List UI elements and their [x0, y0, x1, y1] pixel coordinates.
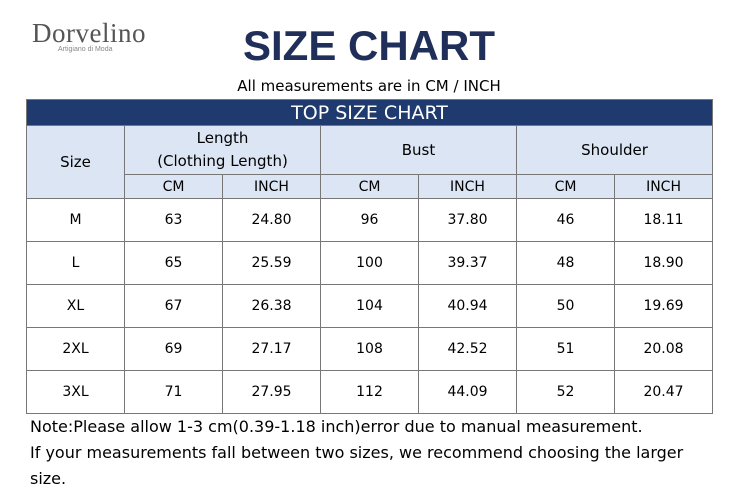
value-cell: 26.38 — [222, 284, 321, 328]
logo-name: Dorvelino — [32, 18, 146, 48]
note: Note:Please allow 1-3 cm(0.39-1.18 inch)… — [30, 417, 643, 436]
unit-header: CM — [516, 174, 615, 199]
value-cell: 18.11 — [613, 198, 714, 242]
unit-header: CM — [124, 174, 223, 199]
value-cell: 27.17 — [222, 327, 321, 371]
value-cell: 67 — [124, 284, 223, 328]
group-header: Shoulder — [515, 125, 714, 175]
value-cell: 112 — [320, 370, 419, 414]
size-table: TOP SIZE CHART Size Length (Clothing Len… — [25, 99, 714, 414]
value-cell: 96 — [320, 198, 419, 242]
unit-header: CM — [320, 174, 419, 199]
size-header: Size — [26, 125, 125, 199]
table-row: XL 67 26.38 104 40.94 50 19.69 — [26, 284, 714, 328]
value-cell: 42.52 — [418, 327, 517, 371]
value-cell: 108 — [320, 327, 419, 371]
title: SIZE CHART — [243, 22, 495, 69]
value-cell: 40.94 — [418, 284, 517, 328]
size-cell: 3XL — [26, 370, 125, 414]
value-cell: 19.69 — [613, 284, 714, 328]
value-cell: 44.09 — [418, 370, 517, 414]
logo-tagline: Artigiano di Moda — [58, 46, 113, 53]
size-cell: M — [26, 198, 125, 242]
value-cell: 48 — [516, 241, 615, 285]
group-header: Bust — [320, 125, 517, 175]
table-row: 3XL 71 27.95 112 44.09 52 20.47 — [26, 370, 714, 414]
value-cell: 69 — [124, 327, 223, 371]
value-cell: 20.47 — [613, 370, 714, 414]
note: If your measurements fall between two si… — [30, 443, 684, 488]
logo: Dorvelino Artigiano di Moda — [32, 18, 146, 53]
value-cell: 71 — [124, 370, 223, 414]
table-row: 2XL 69 27.17 108 42.52 51 20.08 — [26, 327, 714, 371]
value-cell: 104 — [320, 284, 419, 328]
value-cell: 50 — [516, 284, 615, 328]
value-cell: 24.80 — [222, 198, 321, 242]
value-cell: 46 — [516, 198, 615, 242]
unit-header: INCH — [222, 174, 321, 199]
value-cell: 52 — [516, 370, 615, 414]
table-row: L 65 25.59 100 39.37 48 18.90 — [26, 241, 714, 285]
table-row: M 63 24.80 96 37.80 46 18.11 — [26, 198, 714, 242]
value-cell: 25.59 — [222, 241, 321, 285]
size-cell: L — [26, 241, 125, 285]
table-title: TOP SIZE CHART — [25, 99, 714, 126]
value-cell: 18.90 — [613, 241, 714, 285]
unit-header: INCH — [613, 174, 714, 199]
notes: Note:Please allow 1-3 cm(0.39-1.18 inch)… — [30, 414, 720, 492]
size-cell: XL — [26, 284, 125, 328]
value-cell: 37.80 — [418, 198, 517, 242]
value-cell: 39.37 — [418, 241, 517, 285]
value-cell: 20.08 — [613, 327, 714, 371]
value-cell: 63 — [124, 198, 223, 242]
group-header: Length (Clothing Length) — [124, 125, 321, 175]
size-cell: 2XL — [26, 327, 125, 371]
value-cell: 65 — [124, 241, 223, 285]
unit-header: INCH — [418, 174, 517, 199]
value-cell: 100 — [320, 241, 419, 285]
subtitle: All measurements are in CM / INCH — [237, 77, 501, 95]
value-cell: 27.95 — [222, 370, 321, 414]
value-cell: 51 — [516, 327, 615, 371]
